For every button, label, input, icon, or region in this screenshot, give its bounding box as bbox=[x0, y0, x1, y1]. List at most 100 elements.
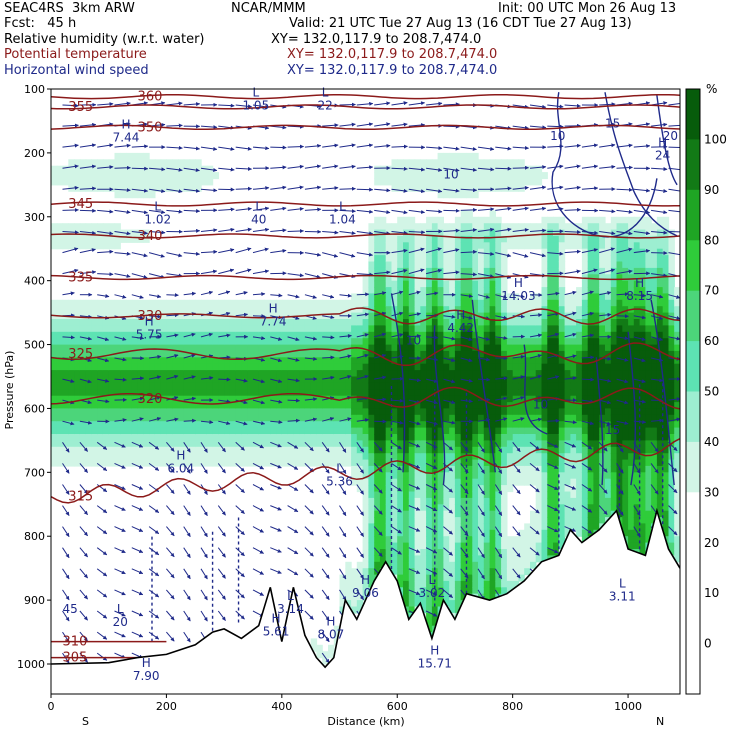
valid-time: Valid: 21 UTC Tue 27 Aug 13 (16 CDT Tue … bbox=[289, 16, 632, 31]
y-tick-label-300: 300 bbox=[24, 211, 45, 224]
extremum-5-marker: L bbox=[255, 199, 262, 213]
wind-contour-0 bbox=[551, 92, 658, 238]
extremum-14-value: 9.06 bbox=[352, 586, 379, 600]
theta-label-320: 320 bbox=[138, 392, 163, 407]
wind-contour-label-5: 15 bbox=[605, 423, 620, 437]
theta-contour-350 bbox=[51, 124, 680, 130]
theta-label-340: 340 bbox=[138, 229, 163, 244]
extremum-3-value: 24 bbox=[655, 149, 670, 163]
colorbar-tick-100: 100 bbox=[704, 132, 727, 146]
theta-contour-315 bbox=[51, 438, 680, 504]
x-tick-label-600: 600 bbox=[387, 700, 408, 713]
wind-contour-label-7: 45 bbox=[63, 602, 78, 616]
plot-frame bbox=[50, 88, 681, 695]
axes: 100 200 300 400 500 600 700 800 900 1000 0 200 400 60… bbox=[17, 83, 642, 713]
wind-contour-label-0: 10 bbox=[443, 167, 458, 181]
init-time: Init: 00 UTC Mon 26 Aug 13 bbox=[498, 1, 677, 16]
extremum-8-value: 8.15 bbox=[626, 289, 653, 303]
x-axis-label: Distance (km) bbox=[327, 715, 404, 728]
extremum-10-marker: H bbox=[456, 308, 465, 322]
y-tick-label-600: 600 bbox=[24, 402, 45, 415]
colorbar-tick-20: 20 bbox=[704, 536, 719, 550]
wind-contour-label-1: 10 bbox=[550, 129, 565, 143]
extremum-13-marker: L bbox=[336, 461, 343, 475]
field-theta-name: Potential temperature bbox=[4, 47, 147, 62]
extremum-17-value: 3.11 bbox=[609, 589, 636, 603]
extremum-4-value: 1.02 bbox=[144, 212, 171, 226]
field-rh-name: Relative humidity (w.r.t. water) bbox=[4, 32, 205, 47]
theta-contour-330 bbox=[51, 307, 680, 325]
theta-label-315: 315 bbox=[68, 490, 93, 505]
colorbar-tick-60: 60 bbox=[704, 334, 719, 348]
wind-contour-label-3: 10 bbox=[406, 334, 421, 348]
colorbar-tick-0: 0 bbox=[704, 637, 712, 651]
field-wind-xy: XY= 132.0,117.9 to 208.7,474.0 bbox=[287, 63, 498, 78]
wind-contour-6 bbox=[523, 344, 548, 435]
wind-contour-2 bbox=[656, 95, 678, 186]
x-tick-label-1000: 1000 bbox=[614, 700, 642, 713]
extremum-19-marker: H bbox=[272, 611, 281, 625]
theta-label-330: 330 bbox=[138, 309, 163, 324]
y-tick-label-100: 100 bbox=[24, 83, 45, 96]
field-wind-name: Horizontal wind speed bbox=[4, 63, 149, 78]
colorbar-bin-50 bbox=[686, 341, 700, 392]
wind-contour-3 bbox=[390, 293, 406, 473]
colorbar-tick-50: 50 bbox=[704, 385, 719, 399]
wind-contour-5 bbox=[471, 299, 496, 473]
theta-label-310: 310 bbox=[63, 635, 88, 650]
model-title: SEAC4RS 3km ARW bbox=[4, 1, 135, 16]
theta-contour-360 bbox=[51, 94, 680, 100]
wind-contour-9 bbox=[650, 299, 675, 486]
wind-contour-7 bbox=[595, 357, 604, 486]
colorbar-bin-80 bbox=[686, 189, 700, 241]
x-axis-north-label: N bbox=[656, 715, 664, 728]
wind-speed-contours: 10 10 15 10 10 15 20 45 bbox=[63, 92, 678, 616]
y-tick-label-400: 400 bbox=[24, 275, 45, 288]
extremum-6-marker: L bbox=[339, 199, 346, 213]
extremum-2-marker: H bbox=[122, 118, 131, 132]
colorbar-bin-0 bbox=[686, 593, 700, 645]
x-axis-south-label: S bbox=[82, 715, 89, 728]
extremum-20-marker: H bbox=[326, 615, 335, 629]
terrain bbox=[51, 507, 680, 694]
field-rh-xy: XY= 132.0,117.9 to 208.7,474.0 bbox=[271, 32, 482, 47]
extremum-7-marker: H bbox=[514, 276, 523, 290]
theta-label-355: 355 bbox=[68, 100, 93, 115]
y-tick-label-800: 800 bbox=[24, 530, 45, 543]
theta-label-335: 335 bbox=[68, 270, 93, 285]
extremum-16-value: 3.14 bbox=[277, 602, 304, 616]
extremum-19-value: 5.61 bbox=[263, 624, 290, 638]
extremum-11-value: 5.75 bbox=[136, 327, 163, 341]
extremum-9-marker: H bbox=[269, 302, 278, 316]
extremum-14-marker: H bbox=[361, 573, 370, 587]
extremum-4-marker: L bbox=[154, 199, 161, 213]
y-tick-label-500: 500 bbox=[24, 339, 45, 352]
colorbar-bin-100 bbox=[686, 89, 700, 140]
colorbar-bin-20 bbox=[686, 492, 700, 544]
colorbar-bin-10 bbox=[686, 542, 700, 594]
colorbar-tick-90: 90 bbox=[704, 183, 719, 197]
extremum-7-value: 14.03 bbox=[501, 289, 535, 303]
extremum-15-value: 3.02 bbox=[419, 586, 446, 600]
theta-contour-355 bbox=[51, 104, 680, 110]
colorbar-tick-80: 80 bbox=[704, 233, 719, 247]
colorbar-tick-40: 40 bbox=[704, 435, 719, 449]
x-tick-label-800: 800 bbox=[502, 700, 523, 713]
extremum-12-marker: H bbox=[176, 449, 185, 463]
extremum-15-marker: L bbox=[429, 573, 436, 587]
extremum-10-value: 4.42 bbox=[447, 321, 474, 335]
extremum-17-marker: L bbox=[619, 576, 626, 590]
wind-contour-label-2: 15 bbox=[605, 116, 620, 130]
extremum-3-marker: H bbox=[658, 136, 667, 150]
colorbar: 0 10 20 30 40 50 60 70 80 90 100 bbox=[685, 88, 727, 695]
terrain-mask bbox=[51, 510, 680, 694]
x-tick-label-200: 200 bbox=[156, 700, 177, 713]
extremum-1-marker: L bbox=[322, 86, 329, 100]
y-tick-label-700: 700 bbox=[24, 466, 45, 479]
theta-label-345: 345 bbox=[68, 197, 93, 212]
extremum-5-value: 40 bbox=[251, 212, 266, 226]
forecast-hour: Fcst: 45 h bbox=[4, 16, 77, 31]
theta-contour-340 bbox=[51, 233, 680, 239]
wind-contour-8 bbox=[627, 331, 637, 486]
y-tick-label-1000: 1000 bbox=[17, 658, 45, 671]
